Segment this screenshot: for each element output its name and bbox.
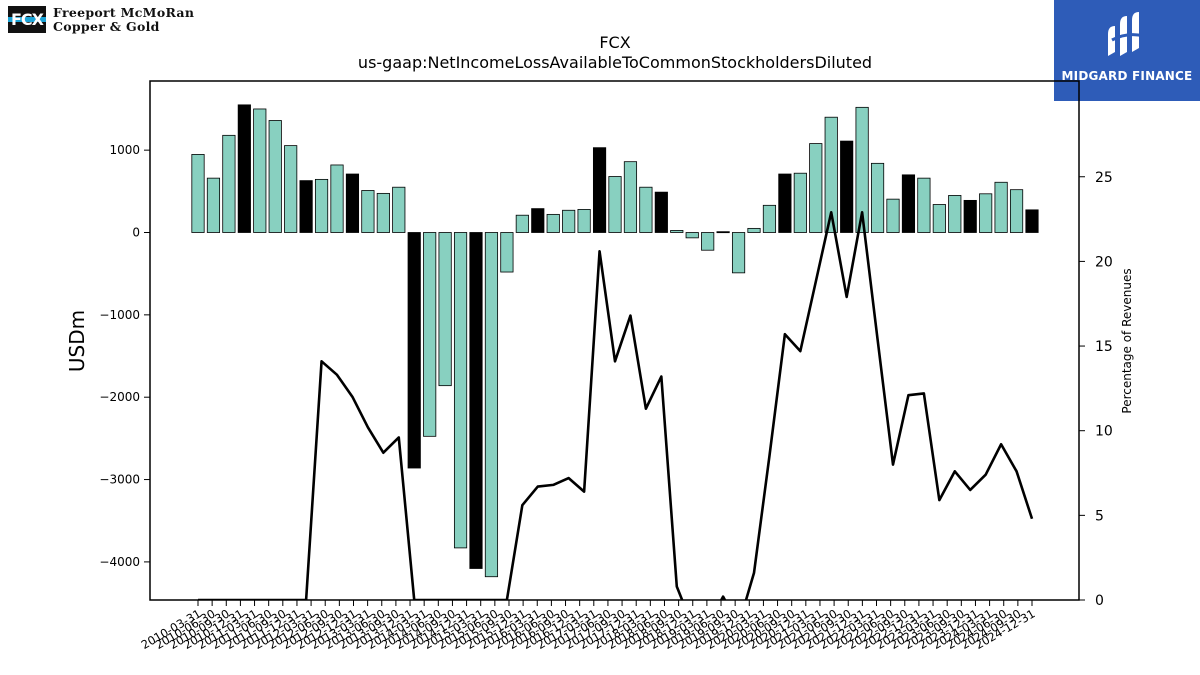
y2-tick-label: 5 bbox=[1095, 508, 1104, 524]
bar bbox=[222, 134, 236, 233]
y-axis-right: 0 5 10 15 20 25 bbox=[1079, 170, 1113, 609]
bar bbox=[407, 232, 421, 469]
y-tick-label: −3000 bbox=[99, 473, 140, 487]
bar bbox=[592, 147, 607, 233]
bar bbox=[901, 174, 916, 233]
bar bbox=[994, 181, 1008, 233]
y-tick-label: −4000 bbox=[99, 555, 140, 569]
bar bbox=[824, 116, 838, 233]
bar bbox=[1009, 189, 1024, 233]
y-tick-label: 0 bbox=[132, 226, 140, 240]
bar bbox=[268, 120, 282, 233]
y2-tick-label: 15 bbox=[1095, 339, 1113, 355]
y2-tick-label: 20 bbox=[1095, 254, 1113, 270]
bar bbox=[670, 230, 684, 233]
bar bbox=[314, 178, 329, 233]
bar bbox=[623, 161, 638, 233]
bar bbox=[515, 214, 529, 233]
percentage-line-series bbox=[198, 211, 1034, 600]
y-axis-label: USDm bbox=[65, 310, 89, 372]
bar bbox=[870, 162, 885, 233]
bar bbox=[284, 145, 298, 233]
bar bbox=[299, 180, 313, 233]
percentage-line bbox=[198, 211, 1034, 600]
bar-series bbox=[191, 104, 1039, 578]
bar bbox=[500, 232, 514, 273]
midgard-finance-name: MIDGARD FINANCE bbox=[1061, 69, 1193, 83]
fcx-logo-mark: FCX bbox=[8, 6, 46, 33]
bar bbox=[963, 199, 977, 233]
bar bbox=[206, 177, 221, 233]
bar bbox=[577, 209, 591, 233]
bar bbox=[1025, 209, 1039, 233]
bar bbox=[608, 176, 622, 233]
bar bbox=[654, 191, 668, 233]
bar bbox=[361, 190, 375, 233]
bar bbox=[685, 232, 699, 239]
y2-tick-label: 25 bbox=[1095, 170, 1113, 186]
y2-axis-label: Percentage of Revenues bbox=[1120, 268, 1134, 413]
bar bbox=[762, 204, 777, 233]
freeport-mcmoran-logo: FCX Freeport McMoRan Copper & Gold bbox=[8, 6, 228, 40]
bar bbox=[330, 164, 344, 233]
y-tick-label: −2000 bbox=[99, 390, 140, 404]
x-axis: 2010-03-312010-06-302010-09-302010-12-31… bbox=[139, 600, 1038, 652]
bar bbox=[886, 198, 900, 233]
bar bbox=[191, 154, 205, 233]
bar bbox=[639, 186, 653, 233]
bar bbox=[237, 104, 251, 233]
y-axis-left: −4000 −3000 −2000 −1000 0 1000 bbox=[99, 143, 150, 569]
bar bbox=[392, 186, 406, 233]
bar bbox=[731, 232, 746, 274]
logo-company-line2: Copper & Gold bbox=[53, 19, 160, 34]
bar bbox=[948, 195, 962, 233]
bar bbox=[917, 177, 931, 233]
bar bbox=[979, 193, 993, 233]
y-tick-label: 1000 bbox=[109, 143, 140, 157]
bar bbox=[546, 213, 560, 233]
logo-company-line1: Freeport McMoRan bbox=[53, 5, 195, 20]
bar bbox=[716, 231, 730, 234]
bar bbox=[932, 204, 946, 233]
bar bbox=[793, 172, 807, 233]
bar bbox=[531, 208, 545, 233]
bar bbox=[345, 173, 360, 233]
y-tick-label: −1000 bbox=[99, 308, 140, 322]
bar bbox=[747, 227, 761, 233]
chart-subtitle: us-gaap:NetIncomeLossAvailableToCommonSt… bbox=[358, 53, 872, 72]
bar bbox=[376, 192, 390, 233]
bar bbox=[562, 209, 576, 233]
bar bbox=[253, 108, 267, 233]
bar bbox=[855, 106, 869, 233]
bar bbox=[438, 232, 452, 387]
bar bbox=[809, 143, 823, 233]
bar bbox=[840, 140, 854, 233]
logo-mark-text: FCX bbox=[11, 10, 44, 29]
bar bbox=[778, 173, 792, 233]
bar bbox=[701, 232, 715, 251]
bar bbox=[484, 232, 499, 578]
midgard-finance-logo: MIDGARD FINANCE bbox=[1054, 0, 1200, 101]
plot-frame bbox=[149, 80, 1080, 601]
bar bbox=[453, 232, 468, 549]
logo-stripe bbox=[8, 17, 46, 22]
chart-title: FCX bbox=[599, 33, 630, 52]
midgard-mark-icon bbox=[1108, 12, 1145, 56]
bar bbox=[469, 232, 483, 569]
bar bbox=[423, 232, 437, 437]
y2-tick-label: 0 bbox=[1095, 593, 1104, 609]
y2-tick-label: 10 bbox=[1095, 424, 1113, 440]
